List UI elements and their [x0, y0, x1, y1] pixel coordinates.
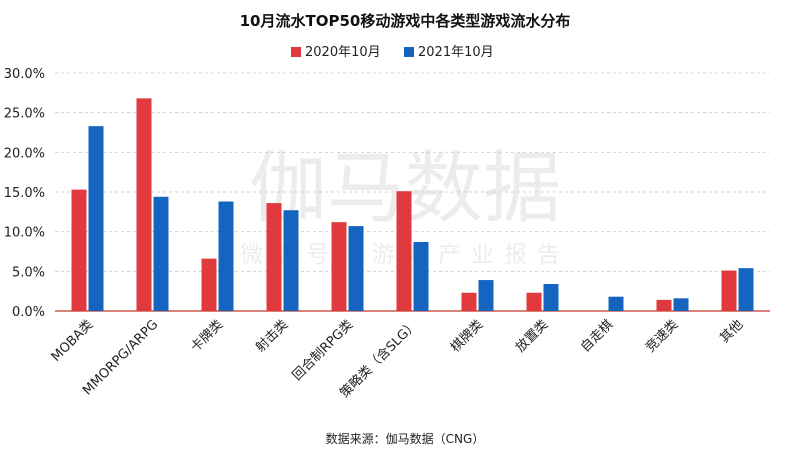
x-tick-label: MOBA类	[49, 317, 97, 365]
y-tick-label: 30.0%	[4, 67, 45, 82]
bars	[71, 98, 754, 312]
legend-swatch	[291, 47, 301, 57]
bar	[218, 201, 234, 311]
x-tick-label: 射击类	[252, 317, 291, 356]
x-tick-label: 其他	[717, 317, 746, 346]
x-tick-label: 自走棋	[578, 317, 616, 355]
y-tick-label: 5.0%	[12, 265, 45, 280]
legend-swatch	[404, 47, 414, 57]
bar	[738, 268, 754, 311]
bar	[348, 226, 364, 311]
x-tick-label: 放置类	[513, 317, 551, 355]
source-note: 数据来源：伽马数据（CNG）	[326, 431, 485, 446]
bar	[543, 284, 559, 311]
bar	[673, 298, 689, 311]
bar	[283, 210, 299, 311]
chart-title: 10月流水TOP50移动游戏中各类型游戏流水分布	[240, 12, 571, 30]
y-axis: 0.0% 5.0% 10.0% 15.0% 20.0% 25.0% 30.0%	[4, 67, 45, 320]
bar	[153, 196, 169, 311]
grid	[55, 72, 770, 312]
x-tick-label: 棋牌类	[447, 317, 486, 356]
bar	[266, 203, 282, 311]
legend-label: 2021年10月	[418, 45, 494, 60]
bar	[71, 189, 87, 311]
x-tick-label: 回合制RPG类	[290, 317, 356, 383]
x-tick-label: 卡牌类	[187, 317, 226, 356]
bar	[201, 258, 217, 311]
y-tick-label: 0.0%	[12, 305, 45, 320]
bar	[721, 270, 737, 311]
x-tick-label: 竞速类	[642, 317, 681, 356]
legend: 2020年10月 2021年10月	[291, 45, 494, 60]
bar	[526, 292, 542, 311]
bar	[331, 222, 347, 311]
bar	[88, 126, 104, 311]
bar	[136, 98, 152, 312]
y-tick-label: 10.0%	[4, 226, 45, 241]
bar	[461, 292, 477, 311]
bar	[608, 296, 624, 311]
y-tick-label: 20.0%	[4, 146, 45, 161]
bar	[656, 299, 672, 311]
y-tick-label: 15.0%	[4, 186, 45, 201]
bar	[478, 280, 494, 311]
bar	[413, 241, 429, 311]
y-tick-label: 25.0%	[4, 107, 45, 122]
legend-label: 2020年10月	[305, 45, 381, 60]
bar	[396, 191, 412, 311]
